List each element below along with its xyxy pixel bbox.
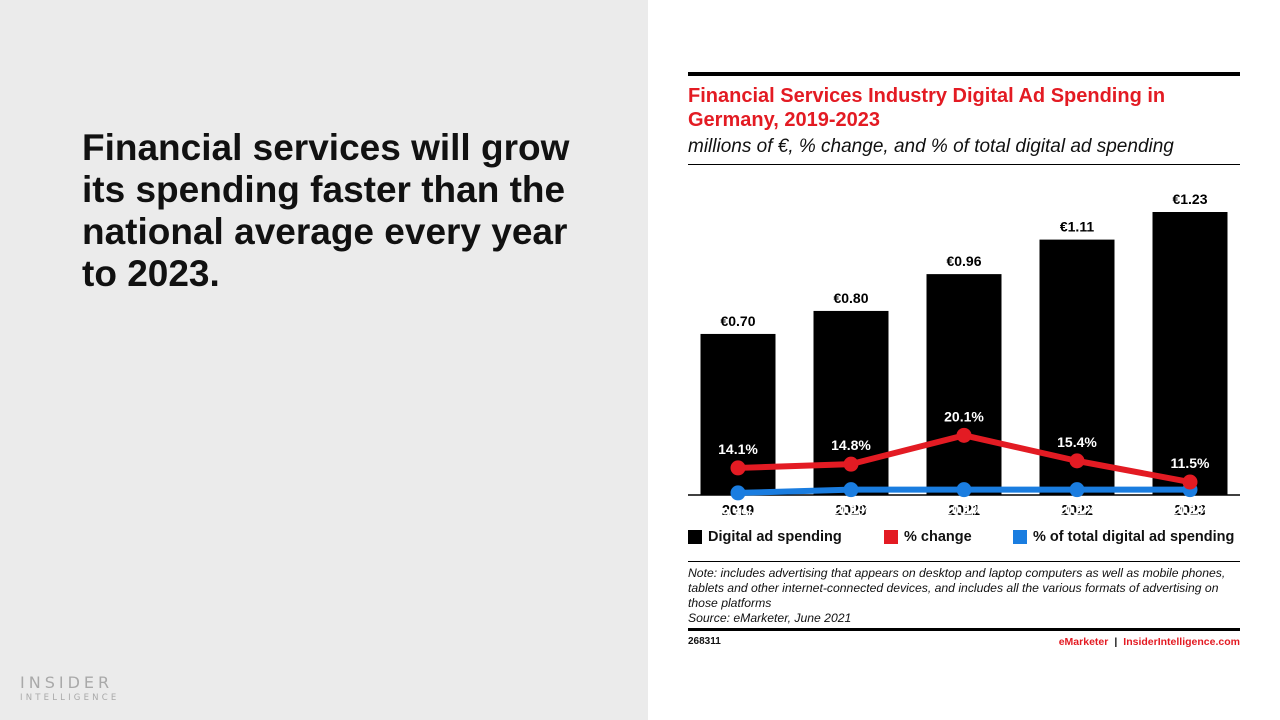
share-point-2021 — [956, 482, 972, 498]
x-tick-2019: 2019 — [722, 503, 754, 519]
legend-label-bars: Digital ad spending — [708, 529, 842, 545]
bar-label-2023: €1.23 — [1172, 191, 1207, 207]
change-label-2023: 11.5% — [1171, 455, 1210, 471]
top-rule — [688, 72, 1240, 76]
change-point-2021 — [956, 427, 972, 443]
footer-site-link[interactable]: InsiderIntelligence.com — [1123, 636, 1240, 648]
x-tick-2023: 2023 — [1174, 503, 1206, 519]
note-text: Note: includes advertising that appears … — [688, 566, 1226, 610]
legend-item-bars: Digital ad spending — [688, 529, 842, 545]
footer-source: eMarketer | InsiderIntelligence.com — [1059, 636, 1240, 648]
change-point-2020 — [843, 456, 859, 472]
headline: Financial services will grow its spendin… — [82, 127, 570, 294]
bottom-rule — [688, 628, 1240, 631]
footer-brand[interactable]: eMarketer — [1058, 636, 1109, 648]
legend-swatch-share — [1013, 530, 1027, 544]
change-label-2021: 20.1% — [944, 408, 984, 424]
share-point-2022 — [1069, 482, 1085, 498]
source-text: Source: eMarketer, June 2021 — [688, 611, 852, 625]
share-label-2023: 10.1% — [1170, 502, 1210, 518]
subtitle-rule — [688, 164, 1240, 165]
legend-swatch-bars — [688, 530, 702, 544]
change-point-2019 — [730, 460, 746, 476]
x-tick-2022: 2022 — [1061, 503, 1093, 519]
brand-line-2: INTELLIGENCE — [20, 693, 120, 703]
share-label-2021: 10.1% — [944, 502, 984, 518]
left-panel: Financial services will grow its spendin… — [0, 0, 648, 720]
x-tick-2021: 2021 — [948, 503, 980, 519]
change-label-2020: 14.8% — [831, 437, 871, 453]
change-point-2022 — [1069, 453, 1085, 469]
bar-label-2019: €0.70 — [720, 313, 755, 329]
legend-label-change: % change — [904, 529, 972, 545]
bar-label-2020: €0.80 — [833, 290, 868, 306]
chart-card: Financial Services Industry Digital Ad S… — [688, 72, 1240, 165]
bar-label-2021: €0.96 — [946, 253, 981, 269]
share-label-2019: 9.5% — [722, 505, 754, 521]
share-label-2020: 10.1% — [831, 502, 871, 518]
change-label-2022: 15.4% — [1057, 434, 1097, 450]
bar-2023 — [1152, 212, 1228, 495]
chart-subtitle: millions of €, % change, and % of total … — [688, 136, 1174, 157]
share-point-2019 — [730, 485, 746, 501]
chart-id: 268311 — [688, 636, 721, 647]
share-point-2020 — [843, 482, 859, 498]
chart-note: Note: includes advertising that appears … — [688, 566, 1244, 626]
legend-item-change: % change — [884, 529, 972, 545]
bar-label-2022: €1.11 — [1060, 219, 1094, 235]
legend-label-share: % of total digital ad spending — [1033, 529, 1235, 545]
share-label-2022: 10.1% — [1057, 502, 1097, 518]
combo-chart: €0.70 €0.80 €0.96 €1.11 €1.23 2019 2020 2021 202… — [688, 191, 1240, 521]
chart-title: Financial Services Industry Digital Ad S… — [688, 85, 1166, 131]
legend-swatch-change — [884, 530, 898, 544]
legend-rule — [688, 561, 1240, 562]
legend-item-share: % of total digital ad spending — [1013, 529, 1234, 545]
x-tick-2020: 2020 — [835, 503, 867, 519]
brand-line-1: INSIDER — [20, 673, 114, 692]
bar-2021 — [926, 274, 1002, 495]
change-point-2023 — [1182, 474, 1198, 490]
footer-separator: | — [1114, 636, 1118, 648]
insider-intelligence-logo: INSIDER INTELLIGENCE — [20, 674, 119, 704]
change-label-2019: 14.1% — [718, 441, 758, 457]
